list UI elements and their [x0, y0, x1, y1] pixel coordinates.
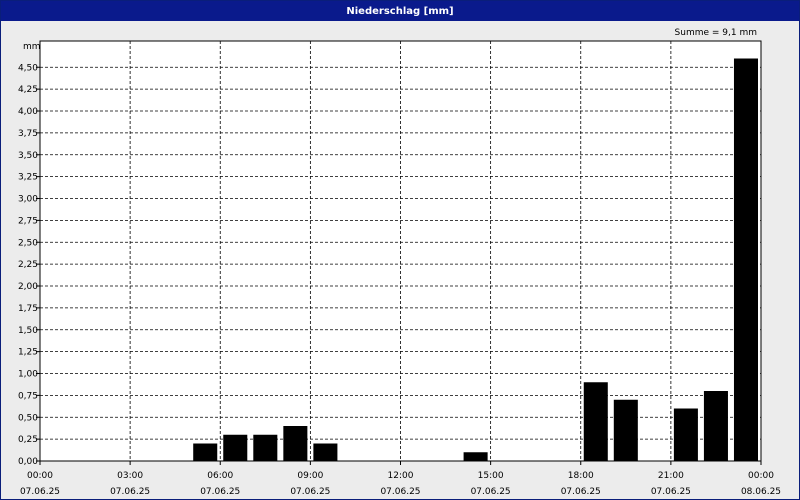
x-tick-date: 07.06.25	[651, 487, 691, 497]
y-axis-label: mm	[23, 42, 41, 52]
y-tick-label: 1,00	[18, 370, 38, 380]
bar	[703, 391, 728, 461]
y-tick-label: 3,25	[18, 173, 38, 183]
bar	[313, 443, 338, 461]
x-tick-date: 07.06.25	[200, 487, 240, 497]
x-tick-date: 07.06.25	[471, 487, 511, 497]
x-tick-time: 06:00	[207, 471, 233, 481]
bar	[223, 434, 248, 461]
x-tick-date: 07.06.25	[380, 487, 420, 497]
y-tick-label: 1,25	[18, 348, 38, 358]
bar	[283, 426, 308, 461]
x-tick-date: 07.06.25	[20, 487, 60, 497]
y-tick-label: 1,75	[18, 304, 38, 314]
y-tick-label: 3,75	[18, 129, 38, 139]
bar	[673, 408, 698, 461]
bar	[463, 452, 488, 461]
y-tick-label: 4,25	[18, 85, 38, 95]
bars	[193, 58, 758, 461]
y-tick-label: 3,50	[18, 151, 38, 161]
x-tick-date: 07.06.25	[110, 487, 150, 497]
bar	[613, 399, 638, 461]
x-tick-time: 03:00	[117, 471, 143, 481]
x-tick-date: 08.06.25	[741, 487, 781, 497]
y-tick-label: 0,25	[18, 435, 38, 445]
summary-label: Summe = 9,1 mm	[675, 28, 757, 38]
y-tick-label: 0,75	[18, 391, 38, 401]
y-tick-label: 0,50	[18, 413, 38, 423]
x-tick-time: 09:00	[297, 471, 323, 481]
y-tick-label: 2,50	[18, 238, 38, 248]
x-tick-time: 18:00	[568, 471, 594, 481]
chart-title: Niederschlag [mm]	[1, 1, 799, 21]
y-tick-label: 0,00	[18, 457, 38, 467]
bar	[193, 443, 218, 461]
bar	[253, 434, 278, 461]
y-tick-label: 4,00	[18, 107, 38, 117]
x-axis-ticks: 00:00 07.06.25 03:00 07.06.25 06:00 07.06.25 0…	[20, 461, 781, 497]
x-tick-date: 07.06.25	[290, 487, 330, 497]
x-tick-time: 00:00	[748, 471, 774, 481]
x-tick-date: 07.06.25	[561, 487, 601, 497]
bar	[733, 58, 758, 461]
y-tick-label: 2,25	[18, 260, 38, 270]
y-tick-label: 3,00	[18, 195, 38, 205]
y-tick-label: 4,50	[18, 63, 38, 73]
y-tick-label: 2,00	[18, 282, 38, 292]
x-tick-time: 21:00	[658, 471, 684, 481]
grid-lines	[40, 41, 761, 461]
x-tick-time: 15:00	[478, 471, 504, 481]
x-tick-time: 12:00	[388, 471, 414, 481]
y-tick-label: 1,50	[18, 326, 38, 336]
bar	[583, 382, 608, 461]
y-axis-ticks: 0,00 0,25 0,50 0,75 1,00 1,25 1,50 1,75 2,00 2,25…	[18, 63, 40, 467]
x-tick-time: 00:00	[27, 471, 53, 481]
y-tick-label: 2,75	[18, 216, 38, 226]
